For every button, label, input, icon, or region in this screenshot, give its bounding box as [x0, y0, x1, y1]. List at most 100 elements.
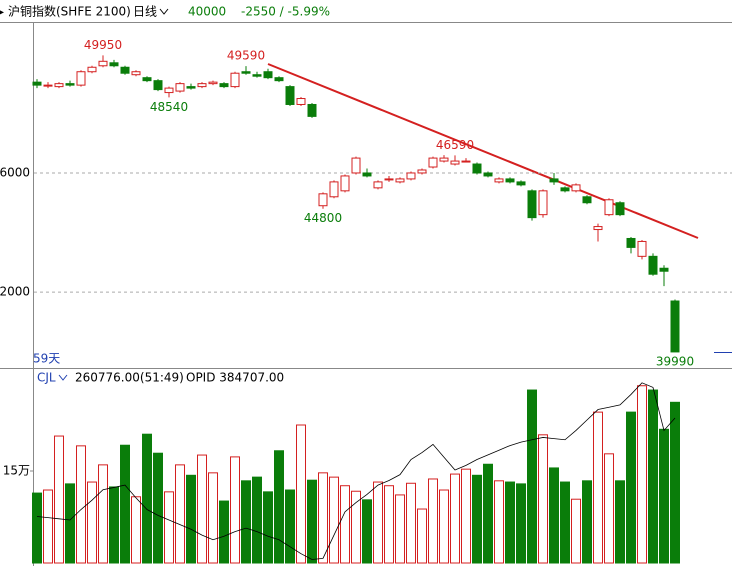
volume-bar	[406, 482, 416, 564]
y-tick-label: 42000	[0, 285, 30, 299]
volume-bar	[318, 472, 328, 564]
volume-bar	[560, 481, 570, 564]
period[interactable]: 日线	[133, 5, 157, 19]
candle-body	[494, 178, 504, 183]
candle-body	[197, 83, 207, 88]
candle-body	[164, 87, 174, 94]
volume-bar	[43, 489, 53, 564]
candle-body	[351, 157, 361, 174]
volume-bar	[417, 508, 427, 564]
volume-bar	[593, 411, 603, 564]
indicator-dropdown[interactable]	[58, 374, 68, 381]
volume-bar	[384, 485, 394, 564]
trend-line	[267, 63, 699, 239]
candle-body	[604, 199, 614, 216]
extreme-label: 48540	[150, 100, 188, 114]
candle-body	[109, 62, 119, 67]
period-dropdown[interactable]	[159, 8, 169, 15]
candle-body	[373, 181, 383, 189]
candle-body	[230, 72, 240, 88]
extreme-label: 44800	[304, 211, 342, 225]
volume-bar	[131, 496, 141, 564]
candle-body	[252, 74, 262, 77]
candle-body	[648, 255, 658, 275]
candle-body	[659, 267, 669, 272]
volume-bar	[637, 385, 647, 564]
candle-body	[362, 172, 372, 177]
candle-body	[505, 178, 515, 183]
volume-bar	[307, 479, 317, 564]
volume-bar	[186, 474, 196, 564]
volume-bar	[263, 491, 273, 564]
volume-bar	[582, 480, 592, 564]
volume-bar	[76, 445, 86, 564]
candle-body	[76, 71, 86, 86]
volume-bar	[450, 473, 460, 564]
volume-bar	[208, 472, 218, 564]
candle-body	[472, 163, 482, 174]
candle-body	[450, 160, 460, 165]
volume-bar	[615, 480, 625, 564]
volume-bar	[120, 444, 130, 564]
candle-body	[615, 202, 625, 216]
volume-bar	[670, 401, 680, 564]
volume-bar	[428, 478, 438, 564]
candle-body	[120, 66, 130, 74]
candle-body	[208, 81, 218, 85]
candle-body	[65, 83, 75, 86]
candle-body	[461, 160, 471, 163]
candle-body	[571, 184, 581, 192]
candle-body	[483, 172, 493, 177]
extreme-label: 49590	[227, 49, 265, 63]
volume-bar	[285, 489, 295, 564]
candle-body	[285, 86, 295, 105]
candle-body	[318, 193, 328, 207]
volume-bar	[626, 411, 636, 564]
volume-bar	[54, 435, 64, 564]
volume-bar	[659, 428, 669, 564]
candle-body	[439, 157, 449, 162]
indicator-name[interactable]: CJL	[37, 371, 56, 385]
opid-line	[36, 382, 676, 560]
volume-bar	[252, 476, 262, 564]
volume-bar	[241, 480, 251, 564]
volume-bar	[571, 498, 581, 564]
volume-bar	[329, 476, 339, 564]
volume-bar	[164, 491, 174, 564]
volume-bar	[65, 483, 75, 564]
volume-bar	[395, 494, 405, 564]
volume-bar	[472, 474, 482, 564]
volume-bar	[87, 481, 97, 564]
candle-body	[43, 84, 53, 87]
volume-bar	[274, 450, 284, 564]
header-arrow: ▸	[0, 5, 4, 19]
volume-bar	[549, 467, 559, 564]
candle-body	[560, 187, 570, 192]
volume-bar	[296, 424, 306, 564]
candle-body	[32, 81, 42, 86]
candle-body	[340, 175, 350, 192]
candle-body	[516, 181, 526, 186]
header-price: 40000	[188, 5, 226, 19]
volume-bar	[483, 463, 493, 564]
days-label: 59天	[33, 352, 60, 366]
candle-body	[395, 178, 405, 183]
volume-bar	[538, 434, 548, 564]
candle-body	[175, 83, 185, 92]
volume-bar	[175, 464, 185, 564]
candle-body	[186, 86, 196, 89]
volume-bar	[373, 481, 383, 564]
candle-body	[384, 178, 394, 181]
opid-label: OPID 384707.00	[186, 371, 284, 385]
candle-body	[131, 71, 141, 76]
candle-body	[296, 98, 306, 105]
candle-body	[329, 181, 339, 198]
candle-body	[274, 77, 284, 82]
candle-body	[98, 60, 108, 67]
volume-bar	[516, 483, 526, 564]
y-tick-label: 15万	[3, 464, 30, 478]
volume-bar	[351, 490, 361, 564]
volume-bar	[340, 485, 350, 564]
